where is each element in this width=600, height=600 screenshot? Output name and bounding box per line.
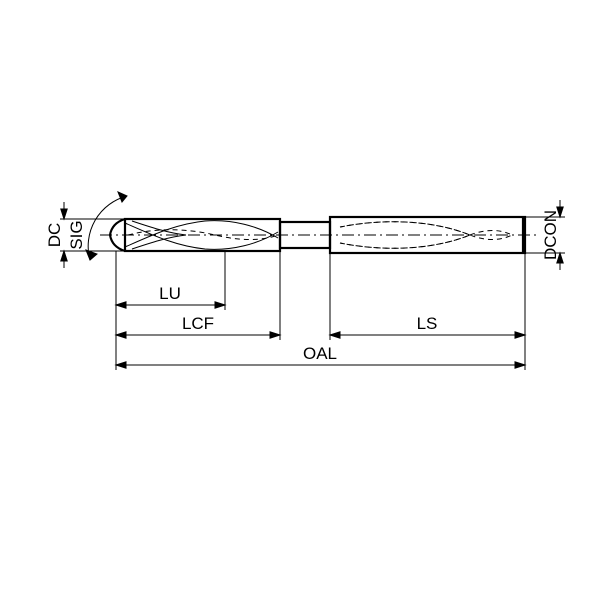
label-sig: SIG	[67, 220, 86, 249]
label-ls: LS	[417, 314, 438, 333]
label-oal: OAL	[303, 344, 337, 363]
label-dcon: DCON	[541, 210, 560, 260]
label-lcf: LCF	[182, 314, 214, 333]
label-dc: DC	[45, 223, 64, 248]
label-lu: LU	[159, 284, 181, 303]
tool-dimension-diagram: DC SIG DCON LU LCF LS OAL	[0, 0, 600, 600]
